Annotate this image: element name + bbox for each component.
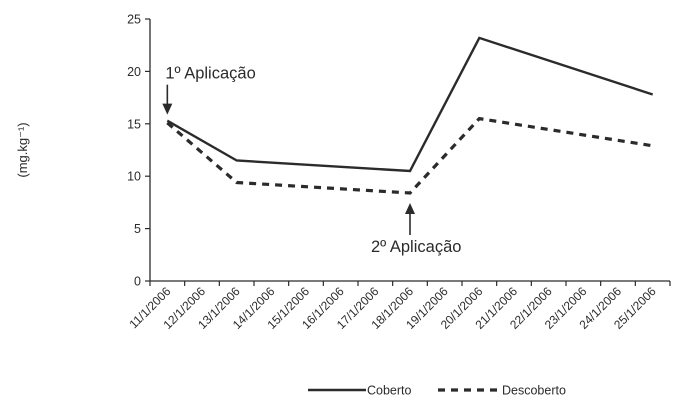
y-tick-label: 15 — [127, 117, 141, 131]
legend: Coberto Descoberto — [308, 384, 566, 398]
legend-label-descoberto: Descoberto — [502, 384, 566, 398]
annotation-arrow-down-icon — [162, 103, 173, 115]
y-tick-label: 0 — [134, 275, 141, 289]
annotation-label: 1º Aplicação — [165, 65, 255, 83]
series-lines — [166, 36, 654, 195]
y-tick-label: 25 — [127, 13, 141, 27]
y-tick-label: 10 — [127, 170, 141, 184]
series-line-descoberto — [166, 116, 653, 195]
y-tick-label: 20 — [127, 65, 141, 79]
legend-label-coberto: Coberto — [367, 384, 412, 398]
annotations: 1º Aplicação 2º Aplicação — [162, 65, 461, 256]
axes: 051015202511/1/200612/1/200613/1/200614/… — [126, 13, 671, 332]
series-line-coberto — [166, 36, 654, 173]
y-axis-label: (mg.kg⁻¹) — [15, 122, 30, 177]
annotation-arrow-up-icon — [405, 202, 415, 214]
y-tick-label: 5 — [134, 222, 141, 236]
annotation-label: 2º Aplicação — [371, 238, 461, 256]
